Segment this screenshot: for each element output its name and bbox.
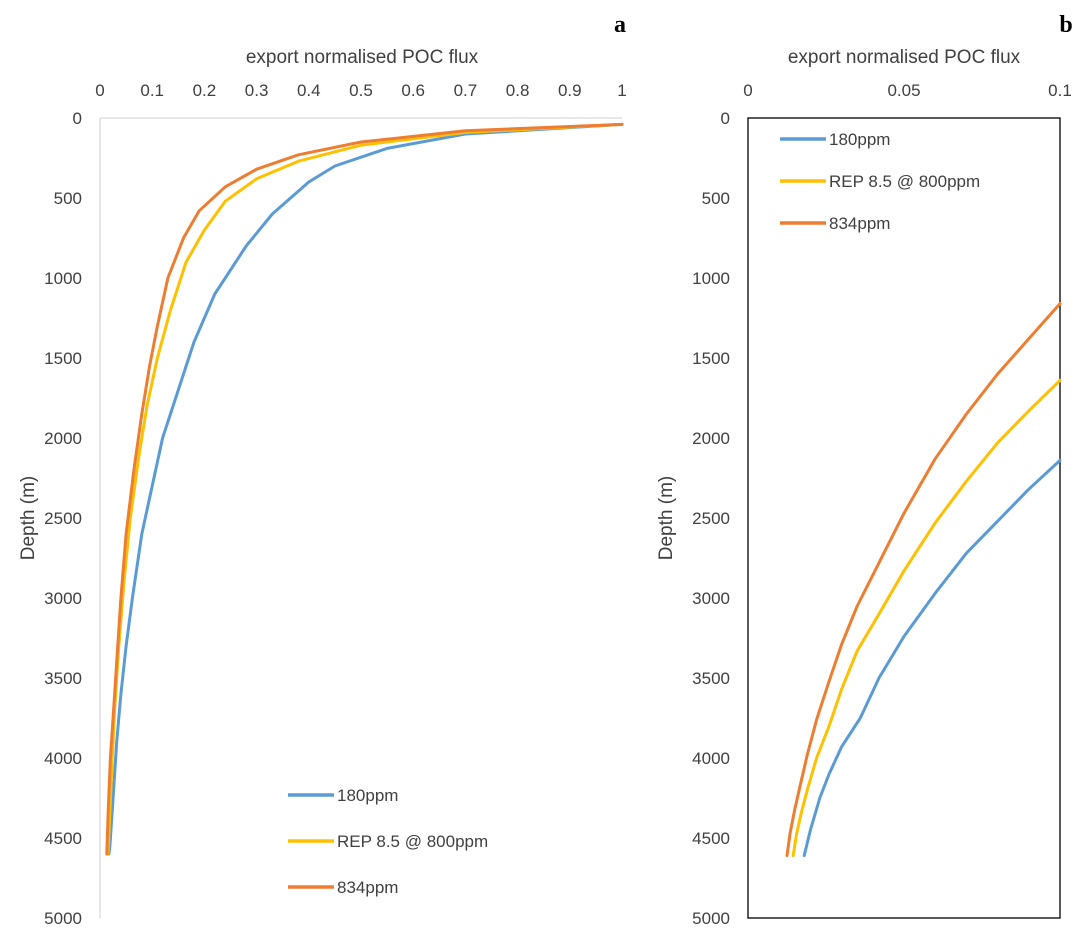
y-tick-label: 0 bbox=[721, 109, 730, 128]
y-tick-label: 4000 bbox=[44, 749, 82, 768]
x-tick-label: 0.7 bbox=[454, 81, 478, 100]
legend-entry-label: 180ppm bbox=[337, 786, 398, 805]
panel-a-label: a bbox=[614, 12, 626, 38]
legend-entry-label: REP 8.5 @ 800ppm bbox=[337, 832, 488, 851]
x-tick-label: 0.3 bbox=[245, 81, 269, 100]
panel-a-legend: 180ppm REP 8.5 @ 800ppm 834ppm bbox=[288, 786, 488, 897]
y-tick-label: 1500 bbox=[44, 349, 82, 368]
x-tick-label: 0.9 bbox=[558, 81, 582, 100]
panel-b-x-tick-labels: 0 0.05 0.1 bbox=[743, 81, 1072, 100]
panel-b-series bbox=[785, 302, 1062, 858]
panel-a-x-axis-title: export normalised POC flux bbox=[246, 47, 479, 68]
y-tick-label: 2500 bbox=[692, 509, 730, 528]
y-tick-label: 1000 bbox=[692, 269, 730, 288]
panel-b-y-tick-labels: 0 500 1000 1500 2000 2500 3000 3500 4000 4500 5000 bbox=[692, 109, 730, 928]
x-tick-label: 0.5 bbox=[349, 81, 373, 100]
legend-entry-label: REP 8.5 @ 800ppm bbox=[829, 172, 980, 191]
panel-b-plot-frame bbox=[747, 117, 1061, 919]
legend-entry-label: 834ppm bbox=[337, 878, 398, 897]
x-tick-label: 0.8 bbox=[506, 81, 530, 100]
panel-b-x-axis-title: export normalised POC flux bbox=[788, 47, 1021, 68]
y-tick-label: 3500 bbox=[692, 669, 730, 688]
panel-b: b export normalised POC flux Depth (m) 0… bbox=[656, 12, 1073, 928]
y-tick-label: 4500 bbox=[44, 829, 82, 848]
x-tick-label: 0.1 bbox=[1048, 81, 1072, 100]
panel-b-y-axis-title: Depth (m) bbox=[656, 476, 677, 560]
legend-entry-label: 180ppm bbox=[829, 130, 890, 149]
y-tick-label: 3500 bbox=[44, 669, 82, 688]
x-tick-label: 0.05 bbox=[887, 81, 920, 100]
x-tick-label: 0 bbox=[95, 81, 104, 100]
x-tick-label: 0.1 bbox=[140, 81, 164, 100]
x-tick-label: 0.6 bbox=[401, 81, 425, 100]
y-tick-label: 4000 bbox=[692, 749, 730, 768]
y-tick-label: 2000 bbox=[692, 429, 730, 448]
x-tick-label: 1 bbox=[617, 81, 626, 100]
y-tick-label: 500 bbox=[702, 189, 730, 208]
panel-b-legend: 180ppm REP 8.5 @ 800ppm 834ppm bbox=[780, 130, 980, 233]
panel-a: a export normalised POC flux Depth (m) 0… bbox=[18, 12, 627, 928]
x-tick-label: 0.4 bbox=[297, 81, 321, 100]
y-tick-label: 3000 bbox=[692, 589, 730, 608]
y-tick-label: 3000 bbox=[44, 589, 82, 608]
y-tick-label: 2500 bbox=[44, 509, 82, 528]
y-tick-label: 4500 bbox=[692, 829, 730, 848]
series-line-2 bbox=[106, 122, 624, 856]
y-tick-label: 1000 bbox=[44, 269, 82, 288]
y-tick-label: 5000 bbox=[44, 909, 82, 928]
y-tick-label: 500 bbox=[54, 189, 82, 208]
legend-entry-label: 834ppm bbox=[829, 214, 890, 233]
y-tick-label: 5000 bbox=[692, 909, 730, 928]
panel-a-y-axis-title: Depth (m) bbox=[18, 476, 39, 560]
x-tick-label: 0.2 bbox=[193, 81, 217, 100]
y-tick-label: 1500 bbox=[692, 349, 730, 368]
y-tick-label: 2000 bbox=[44, 429, 82, 448]
panel-a-x-tick-labels: 0 0.1 0.2 0.3 0.4 0.5 0.6 0.7 0.8 0.9 1 bbox=[95, 81, 626, 100]
panel-a-series bbox=[105, 122, 624, 856]
series-line-2 bbox=[791, 378, 1062, 858]
series-line-1 bbox=[107, 122, 624, 856]
series-line-3 bbox=[105, 122, 624, 856]
y-tick-label: 0 bbox=[73, 109, 82, 128]
series-line-1 bbox=[802, 458, 1062, 858]
series-line-3 bbox=[785, 302, 1062, 858]
x-tick-label: 0 bbox=[743, 81, 752, 100]
panel-b-label: b bbox=[1059, 12, 1072, 38]
panel-a-y-tick-labels: 0 500 1000 1500 2000 2500 3000 3500 4000 4500 5000 bbox=[44, 109, 82, 928]
